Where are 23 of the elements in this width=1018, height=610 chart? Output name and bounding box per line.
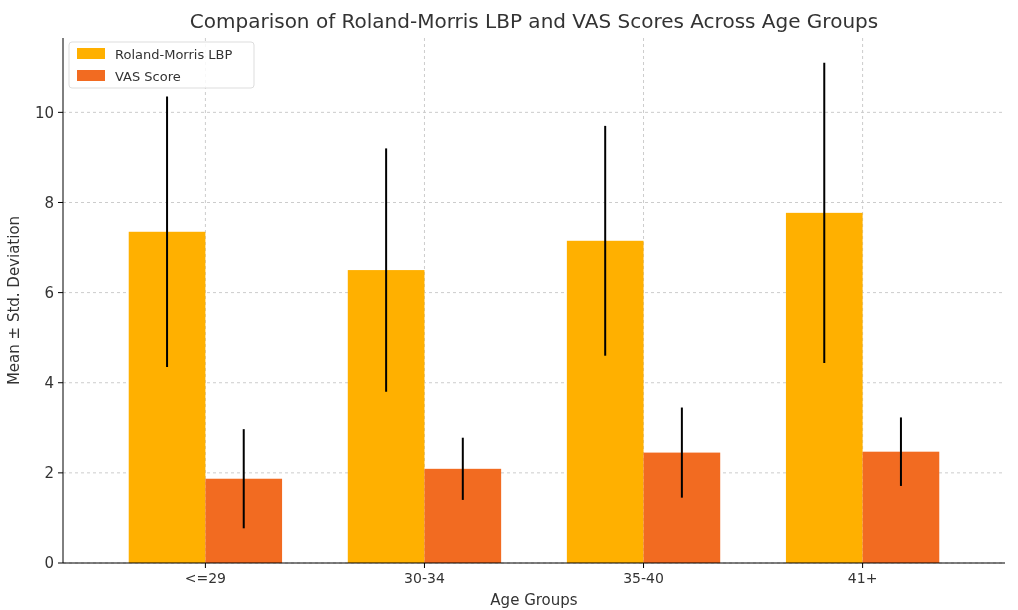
bar — [424, 468, 502, 563]
y-axis-title: Mean ± Std. Deviation — [5, 215, 23, 386]
bar — [643, 452, 721, 563]
x-tick-label: 35-40 — [623, 570, 664, 586]
bar — [347, 270, 425, 563]
y-tick-label: 2 — [44, 464, 54, 483]
y-tick-label: 4 — [44, 373, 54, 392]
legend-label: Roland-Morris LBP — [115, 46, 233, 62]
x-axis-title: Age Groups — [490, 591, 578, 609]
x-tick-label: 30-34 — [404, 570, 445, 586]
x-tick-label: 41+ — [847, 570, 878, 586]
chart-title: Comparison of Roland-Morris LBP and VAS Scores Across Age Groups — [189, 9, 879, 33]
bar — [566, 240, 644, 563]
bar — [785, 212, 863, 563]
x-tick-label: <=29 — [184, 570, 227, 586]
legend-label: VAS Score — [115, 68, 181, 84]
bar — [128, 231, 206, 563]
y-tick-label: 6 — [44, 283, 54, 302]
bar — [205, 478, 283, 563]
bar — [862, 451, 940, 563]
y-tick-label: 0 — [44, 554, 54, 573]
y-tick-label: 10 — [34, 103, 54, 122]
y-tick-label: 8 — [44, 193, 54, 212]
